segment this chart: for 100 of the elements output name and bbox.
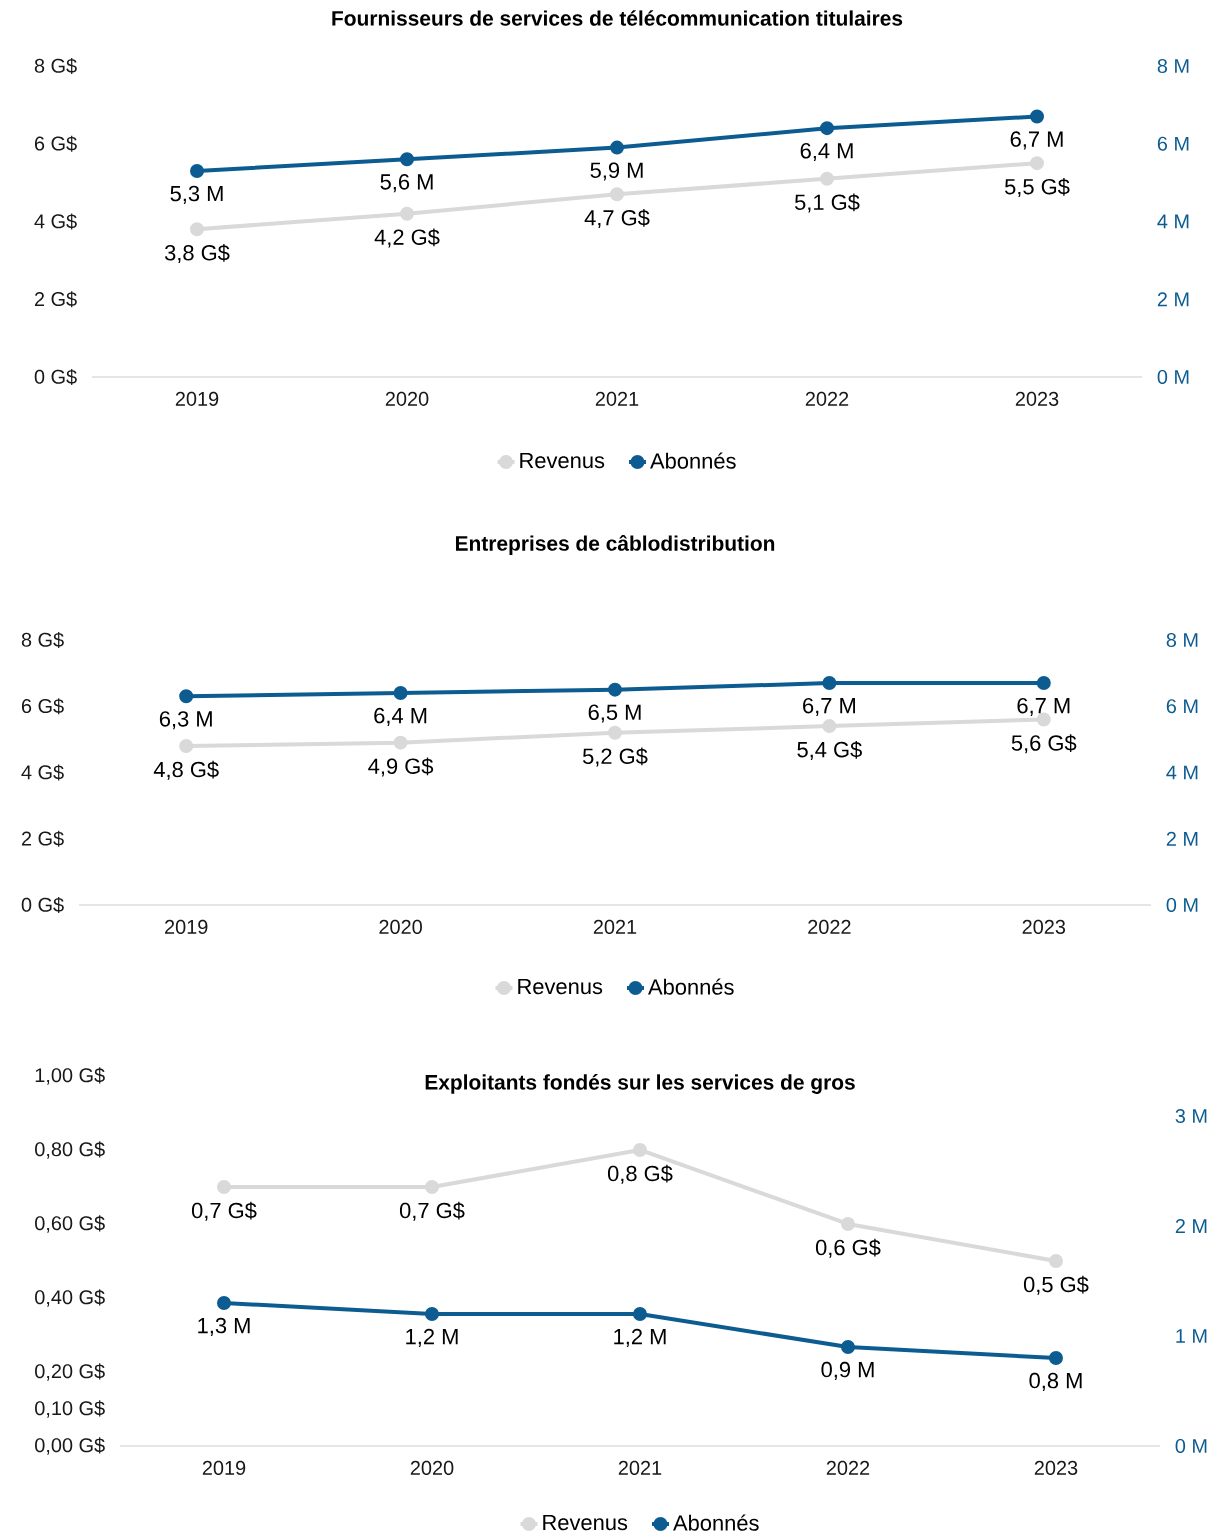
data-label: 6,7 M [803,697,855,716]
data-label: 6,7 M [1017,697,1070,716]
y-tick-label: 0,00 G$ [35,1437,105,1455]
data-label: 4,8 G$ [153,760,219,780]
point [190,222,204,237]
y2-tick-label: 4 M [1157,214,1189,229]
x-tick-label: 2019 [202,1460,246,1475]
point [1048,1351,1063,1365]
y-tick-label: 0 G$ [21,896,64,914]
legend-label: Abonnés [648,978,734,995]
y2-tick-label: 0 M [1175,1438,1207,1454]
y-tick-label: 0,40 G$ [35,1289,105,1307]
data-label: 5,3 M [170,185,223,204]
x-tick-label: 2020 [379,919,422,934]
point [820,171,835,186]
point [632,1306,647,1321]
point [820,121,835,136]
y2-tick-label: 0 M [1157,369,1189,385]
y-tick-label: 6 G$ [34,135,77,152]
x-tick-label: 2023 [1015,391,1059,406]
x-tick-label: 2019 [165,919,208,934]
data-label: 4,7 G$ [584,209,650,229]
chart-title: Entreprises de câblodistribution [455,535,775,555]
x-tick-label: 2019 [175,391,219,406]
data-label: 6,4 M [800,143,853,162]
data-label: 5,6 M [380,174,433,193]
x-tick-label: 2021 [618,1460,662,1475]
point [840,1340,855,1354]
x-tick-label: 2022 [826,1460,870,1475]
point [400,152,415,167]
data-label: 5,9 M [590,162,643,181]
y-tick-label: 8 G$ [34,57,77,75]
y-tick-label: 2 G$ [21,830,64,847]
point [607,725,622,740]
legend-label: Revenus [518,978,603,995]
data-label: 5,2 G$ [582,747,648,767]
data-label: 5,1 G$ [794,193,860,213]
data-label: 0,5 G$ [1023,1275,1089,1295]
x-tick-label: 2021 [595,391,639,406]
x-tick-label: 2023 [1022,919,1066,934]
y2-tick-label: 8 M [1166,632,1198,648]
chart-title: Exploitants fondés sur les services de gros [425,1074,855,1094]
point [217,1295,231,1310]
y2-tick-label: 3 M [1175,1108,1207,1124]
y2-tick-label: 0 M [1166,897,1198,913]
y-tick-label: 4 G$ [34,213,77,230]
y-tick-label: 0,80 G$ [35,1141,105,1159]
point [840,1216,855,1231]
data-label: 0,6 G$ [815,1238,881,1258]
chart-title: Fournisseurs de services de télécommunication titulaires [332,10,903,26]
legend-label: Abonnés [650,452,736,469]
data-label: 0,8 M [1029,1372,1082,1391]
legend-label: Abonnés [673,1514,759,1531]
x-tick-label: 2020 [385,391,429,406]
data-label: 6,4 M [374,707,427,726]
data-label: 0,7 G$ [191,1201,257,1221]
point [632,1142,647,1157]
point [400,206,414,221]
point [425,1179,439,1194]
y-tick-label: 2 G$ [34,291,77,308]
x-tick-label: 2023 [1034,1460,1078,1475]
y-tick-label: 6 G$ [21,698,64,715]
y-tick-label: 0,60 G$ [35,1215,105,1233]
y2-tick-label: 2 M [1175,1219,1207,1233]
y2-tick-label: 6 M [1166,699,1198,714]
point [179,738,194,753]
data-label: 1,3 M [198,1317,250,1336]
y-tick-label: 0,10 G$ [35,1400,105,1418]
x-tick-label: 2022 [808,919,851,934]
x-tick-label: 2020 [410,1460,454,1475]
point [610,187,625,202]
point [190,163,205,178]
data-label: 1,2 M [614,1328,666,1347]
x-tick-label: 2021 [593,919,637,934]
point [217,1179,231,1194]
point [610,140,625,155]
data-label: 5,4 G$ [797,740,862,760]
point [822,719,837,734]
data-label: 3,8 G$ [164,244,230,264]
point [1030,109,1045,124]
y-tick-label: 4 G$ [21,764,64,781]
point [1048,1253,1063,1268]
point [425,1306,439,1321]
x-tick-label: 2022 [805,391,849,406]
y2-tick-label: 6 M [1157,136,1189,151]
data-label: 6,3 M [159,711,212,730]
y-tick-label: 8 G$ [21,631,64,649]
data-label: 0,7 G$ [399,1201,465,1221]
legend-label: Revenus [543,1514,628,1531]
data-label: 0,8 G$ [607,1164,673,1184]
data-label: 6,7 M [1010,131,1063,150]
data-label: 4,2 G$ [374,228,440,248]
y2-tick-label: 4 M [1166,765,1198,780]
y2-tick-label: 8 M [1157,58,1189,74]
data-label: 1,2 M [406,1328,458,1347]
y2-tick-label: 2 M [1157,292,1189,307]
data-label: 5,5 G$ [1004,177,1070,198]
y2-tick-label: 2 M [1166,831,1198,846]
point [1030,156,1045,171]
data-label: 5,6 G$ [1011,734,1077,754]
